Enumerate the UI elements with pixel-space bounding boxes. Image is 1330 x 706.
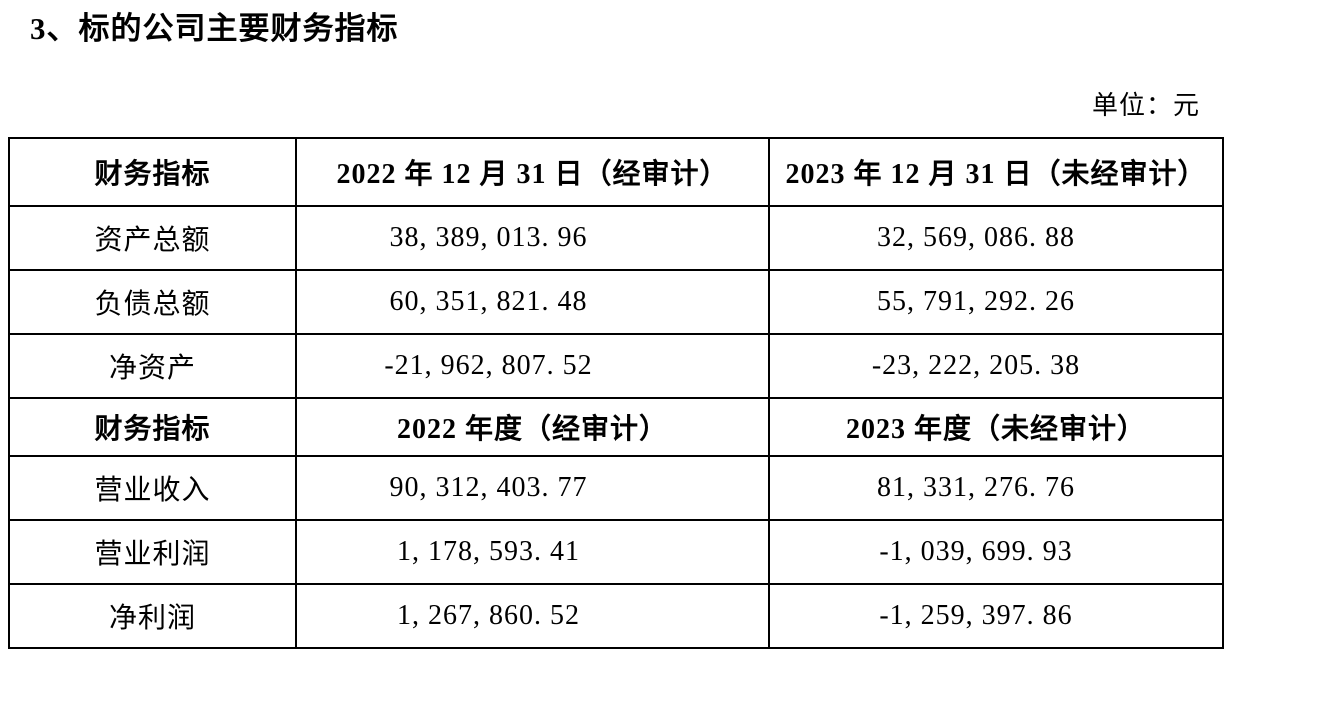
unit-label: 单位：元 (1091, 90, 1200, 120)
value-operating-revenue-2023: 81, 331, 276. 76 (768, 454, 1224, 521)
row-label-operating-profit: 营业利润 (8, 518, 297, 585)
value-total-liabilities-2023: 55, 791, 292. 26 (768, 268, 1224, 335)
value-operating-profit-2022: 1, 178, 593. 41 (295, 518, 770, 585)
section-title: 3、标的公司主要财务指标 (30, 11, 399, 46)
header-cell-2023-year: 2023 年度（未经审计） (768, 396, 1224, 457)
row-label-operating-revenue: 营业收入 (8, 454, 297, 521)
header-cell-2022-date: 2022 年 12 月 31 日（经审计） (295, 136, 770, 207)
table-row-total-liabilities: 负债总额 60, 351, 821. 48 55, 791, 292. 26 (8, 268, 1224, 335)
value-total-assets-2022: 38, 389, 013. 96 (295, 204, 770, 271)
value-total-assets-2023: 32, 569, 086. 88 (768, 204, 1224, 271)
header-cell-2023-date: 2023 年 12 月 31 日（未经审计） (768, 136, 1224, 207)
table-row-operating-revenue: 营业收入 90, 312, 403. 77 81, 331, 276. 76 (8, 454, 1224, 521)
row-label-total-assets: 资产总额 (8, 204, 297, 271)
value-net-profit-2023: -1, 259, 397. 86 (768, 582, 1224, 649)
value-operating-revenue-2022: 90, 312, 403. 77 (295, 454, 770, 521)
table-row-net-profit: 净利润 1, 267, 860. 52 -1, 259, 397. 86 (8, 582, 1224, 649)
row-label-total-liabilities: 负债总额 (8, 268, 297, 335)
table-row-total-assets: 资产总额 38, 389, 013. 96 32, 569, 086. 88 (8, 204, 1224, 271)
header-cell-indicator-2: 财务指标 (8, 396, 297, 457)
row-label-net-assets: 净资产 (8, 332, 297, 399)
value-total-liabilities-2022: 60, 351, 821. 48 (295, 268, 770, 335)
row-label-net-profit: 净利润 (8, 582, 297, 649)
header-cell-indicator: 财务指标 (8, 136, 297, 207)
value-operating-profit-2023: -1, 039, 699. 93 (768, 518, 1224, 585)
table-row-net-assets: 净资产 -21, 962, 807. 52 -23, 222, 205. 38 (8, 332, 1224, 399)
value-net-assets-2023: -23, 222, 205. 38 (768, 332, 1224, 399)
value-net-profit-2022: 1, 267, 860. 52 (295, 582, 770, 649)
header-cell-2022-year: 2022 年度（经审计） (295, 396, 770, 457)
table-row-operating-profit: 营业利润 1, 178, 593. 41 -1, 039, 699. 93 (8, 518, 1224, 585)
table-header-row-income: 财务指标 2022 年度（经审计） 2023 年度（未经审计） (8, 396, 1224, 457)
table-header-row-balance: 财务指标 2022 年 12 月 31 日（经审计） 2023 年 12 月 3… (8, 136, 1224, 207)
value-net-assets-2022: -21, 962, 807. 52 (295, 332, 770, 399)
financial-indicators-table: 财务指标 2022 年 12 月 31 日（经审计） 2023 年 12 月 3… (8, 136, 1224, 649)
